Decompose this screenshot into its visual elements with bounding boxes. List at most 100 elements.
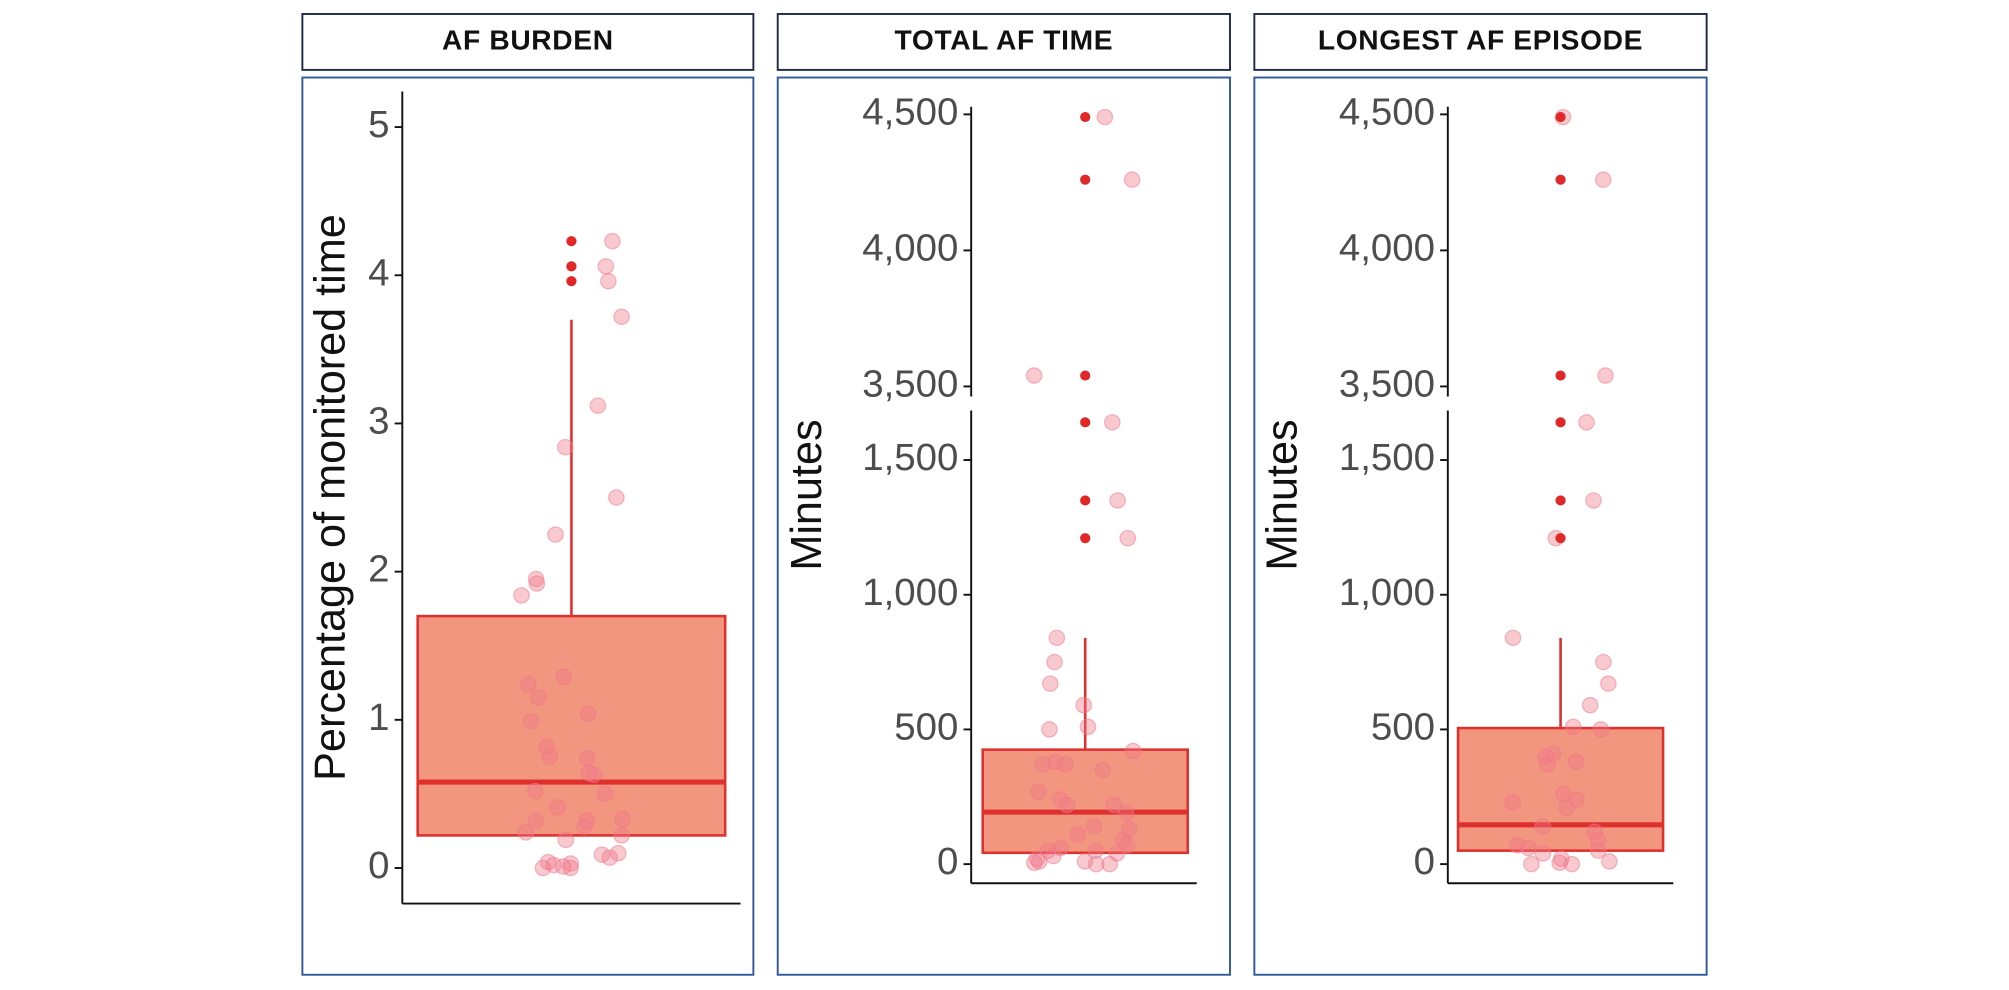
y-tick-label: 0 <box>1414 840 1435 883</box>
outlier <box>1080 112 1091 123</box>
data-point <box>1523 855 1540 873</box>
outlier <box>566 276 577 287</box>
outlier <box>1555 370 1566 381</box>
panel-header <box>301 13 755 71</box>
y-tick-label: 1,500 <box>1339 436 1435 479</box>
data-point <box>1044 847 1062 865</box>
data-point <box>579 750 596 767</box>
data-point <box>1048 629 1066 647</box>
y-tick-label: 3,500 <box>1339 363 1435 406</box>
data-point <box>1034 756 1052 773</box>
data-point <box>585 766 603 783</box>
data-point <box>527 812 544 829</box>
outlier <box>1080 495 1091 506</box>
data-point <box>597 258 615 275</box>
data-point <box>1085 818 1103 835</box>
y-tick-label: 4,000 <box>1339 227 1435 270</box>
outlier <box>1555 495 1566 506</box>
data-point <box>1103 414 1121 431</box>
panel-header <box>776 13 1231 71</box>
data-point <box>1124 742 1142 760</box>
data-point <box>1578 414 1595 431</box>
data-point <box>1117 804 1135 822</box>
panel-header <box>1253 13 1708 71</box>
data-point <box>1087 842 1104 859</box>
data-point <box>609 844 627 862</box>
outlier <box>1555 112 1566 123</box>
data-point <box>556 438 574 456</box>
y-tick-label: 2 <box>368 548 389 591</box>
data-point <box>1551 854 1568 872</box>
data-point <box>562 859 579 877</box>
y-tick-label: 5 <box>368 103 389 146</box>
data-point <box>1594 171 1612 188</box>
data-point <box>1119 529 1137 547</box>
data-point <box>1564 718 1582 735</box>
y-axis-label: Percentage of monitored time <box>306 214 354 781</box>
data-point <box>555 668 573 686</box>
data-point <box>528 575 546 592</box>
y-tick-label: 4,500 <box>862 91 958 134</box>
data-point <box>1123 171 1141 188</box>
data-point <box>1109 492 1126 509</box>
outlier <box>566 261 577 272</box>
y-tick-label: 1 <box>368 696 389 739</box>
data-point <box>1030 783 1047 800</box>
data-point <box>557 831 575 849</box>
data-point <box>541 748 559 766</box>
box <box>416 614 727 837</box>
data-point <box>527 782 544 800</box>
data-point <box>1558 799 1576 816</box>
data-point <box>576 818 593 835</box>
data-point <box>1069 826 1087 843</box>
panel-title: TOTAL AF TIME <box>895 24 1114 55</box>
outlier <box>1080 417 1091 428</box>
data-point <box>1567 753 1585 771</box>
data-point <box>1026 854 1043 872</box>
y-tick-label: 1,000 <box>1339 571 1435 614</box>
y-tick-label: 3 <box>368 400 389 443</box>
box <box>1456 726 1665 852</box>
panel-title: LONGEST AF EPISODE <box>1318 24 1643 55</box>
y-axis-label: Minutes <box>783 419 831 570</box>
data-point <box>534 859 552 877</box>
data-point <box>613 827 630 844</box>
data-point <box>1058 796 1076 814</box>
data-point <box>1041 675 1059 692</box>
y-tick-label: 4,500 <box>1339 91 1435 134</box>
data-point <box>1595 653 1612 671</box>
data-point <box>1563 855 1581 873</box>
data-point <box>1519 839 1537 857</box>
data-point <box>1601 853 1618 870</box>
data-point <box>1504 793 1522 811</box>
data-point <box>1534 845 1552 862</box>
y-tick-label: 3,500 <box>862 363 958 406</box>
data-point <box>1087 855 1105 873</box>
y-tick-label: 0 <box>937 840 958 883</box>
y-tick-label: 4 <box>368 251 389 294</box>
data-point <box>579 705 597 723</box>
outlier <box>1080 370 1091 381</box>
y-tick-label: 1,500 <box>862 436 958 479</box>
data-point <box>608 489 625 506</box>
data-point <box>604 232 621 250</box>
data-point <box>1057 756 1074 773</box>
y-tick-label: 4,000 <box>862 227 958 270</box>
outlier <box>1080 174 1091 185</box>
data-point <box>1534 818 1552 835</box>
data-point <box>1025 367 1043 384</box>
data-point <box>1041 721 1058 738</box>
outlier <box>1555 417 1566 428</box>
data-point <box>613 308 630 326</box>
data-point <box>522 713 540 730</box>
outlier <box>1555 533 1566 544</box>
data-point <box>547 526 564 543</box>
data-point <box>1592 721 1610 738</box>
data-point <box>600 272 617 290</box>
data-point <box>1105 796 1123 814</box>
data-point <box>1585 492 1602 509</box>
data-point <box>601 849 619 866</box>
data-point <box>538 738 555 755</box>
